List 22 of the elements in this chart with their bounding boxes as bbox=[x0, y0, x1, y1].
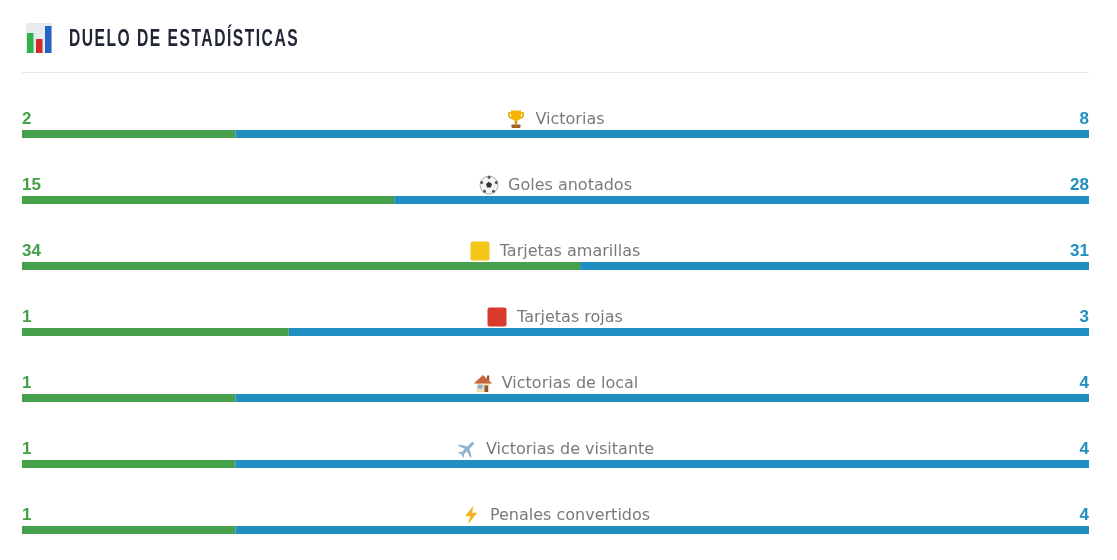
data-label: 31 bbox=[1070, 241, 1089, 260]
y-tick-label: Penales convertidos bbox=[489, 505, 651, 524]
data-label: 3 bbox=[1079, 307, 1089, 326]
y-tick-label: Tarjetas rojas bbox=[516, 307, 623, 326]
data-label: 15 bbox=[22, 175, 41, 194]
data-label: 34 bbox=[22, 241, 42, 260]
chart-title: DUELO DE ESTADÍSTICAS bbox=[69, 24, 300, 52]
data-label: 1 bbox=[22, 439, 32, 458]
data-label: 1 bbox=[22, 307, 32, 326]
data-label: 4 bbox=[1079, 505, 1090, 524]
y-tick-label: Victorias de local bbox=[501, 373, 639, 392]
y-tick-label: Victorias de visitante bbox=[485, 439, 655, 458]
y-tick-label: Goles anotados bbox=[508, 175, 632, 194]
y-tick-label: Victorias bbox=[535, 109, 605, 128]
data-label: 1 bbox=[22, 505, 32, 524]
data-label: 28 bbox=[1070, 175, 1089, 194]
data-label: 4 bbox=[1079, 439, 1090, 458]
data-label: 2 bbox=[22, 109, 32, 128]
data-label: 4 bbox=[1079, 373, 1090, 392]
y-tick-label: Tarjetas amarillas bbox=[498, 241, 641, 260]
data-label: 8 bbox=[1079, 109, 1089, 128]
data-label: 1 bbox=[22, 373, 32, 392]
